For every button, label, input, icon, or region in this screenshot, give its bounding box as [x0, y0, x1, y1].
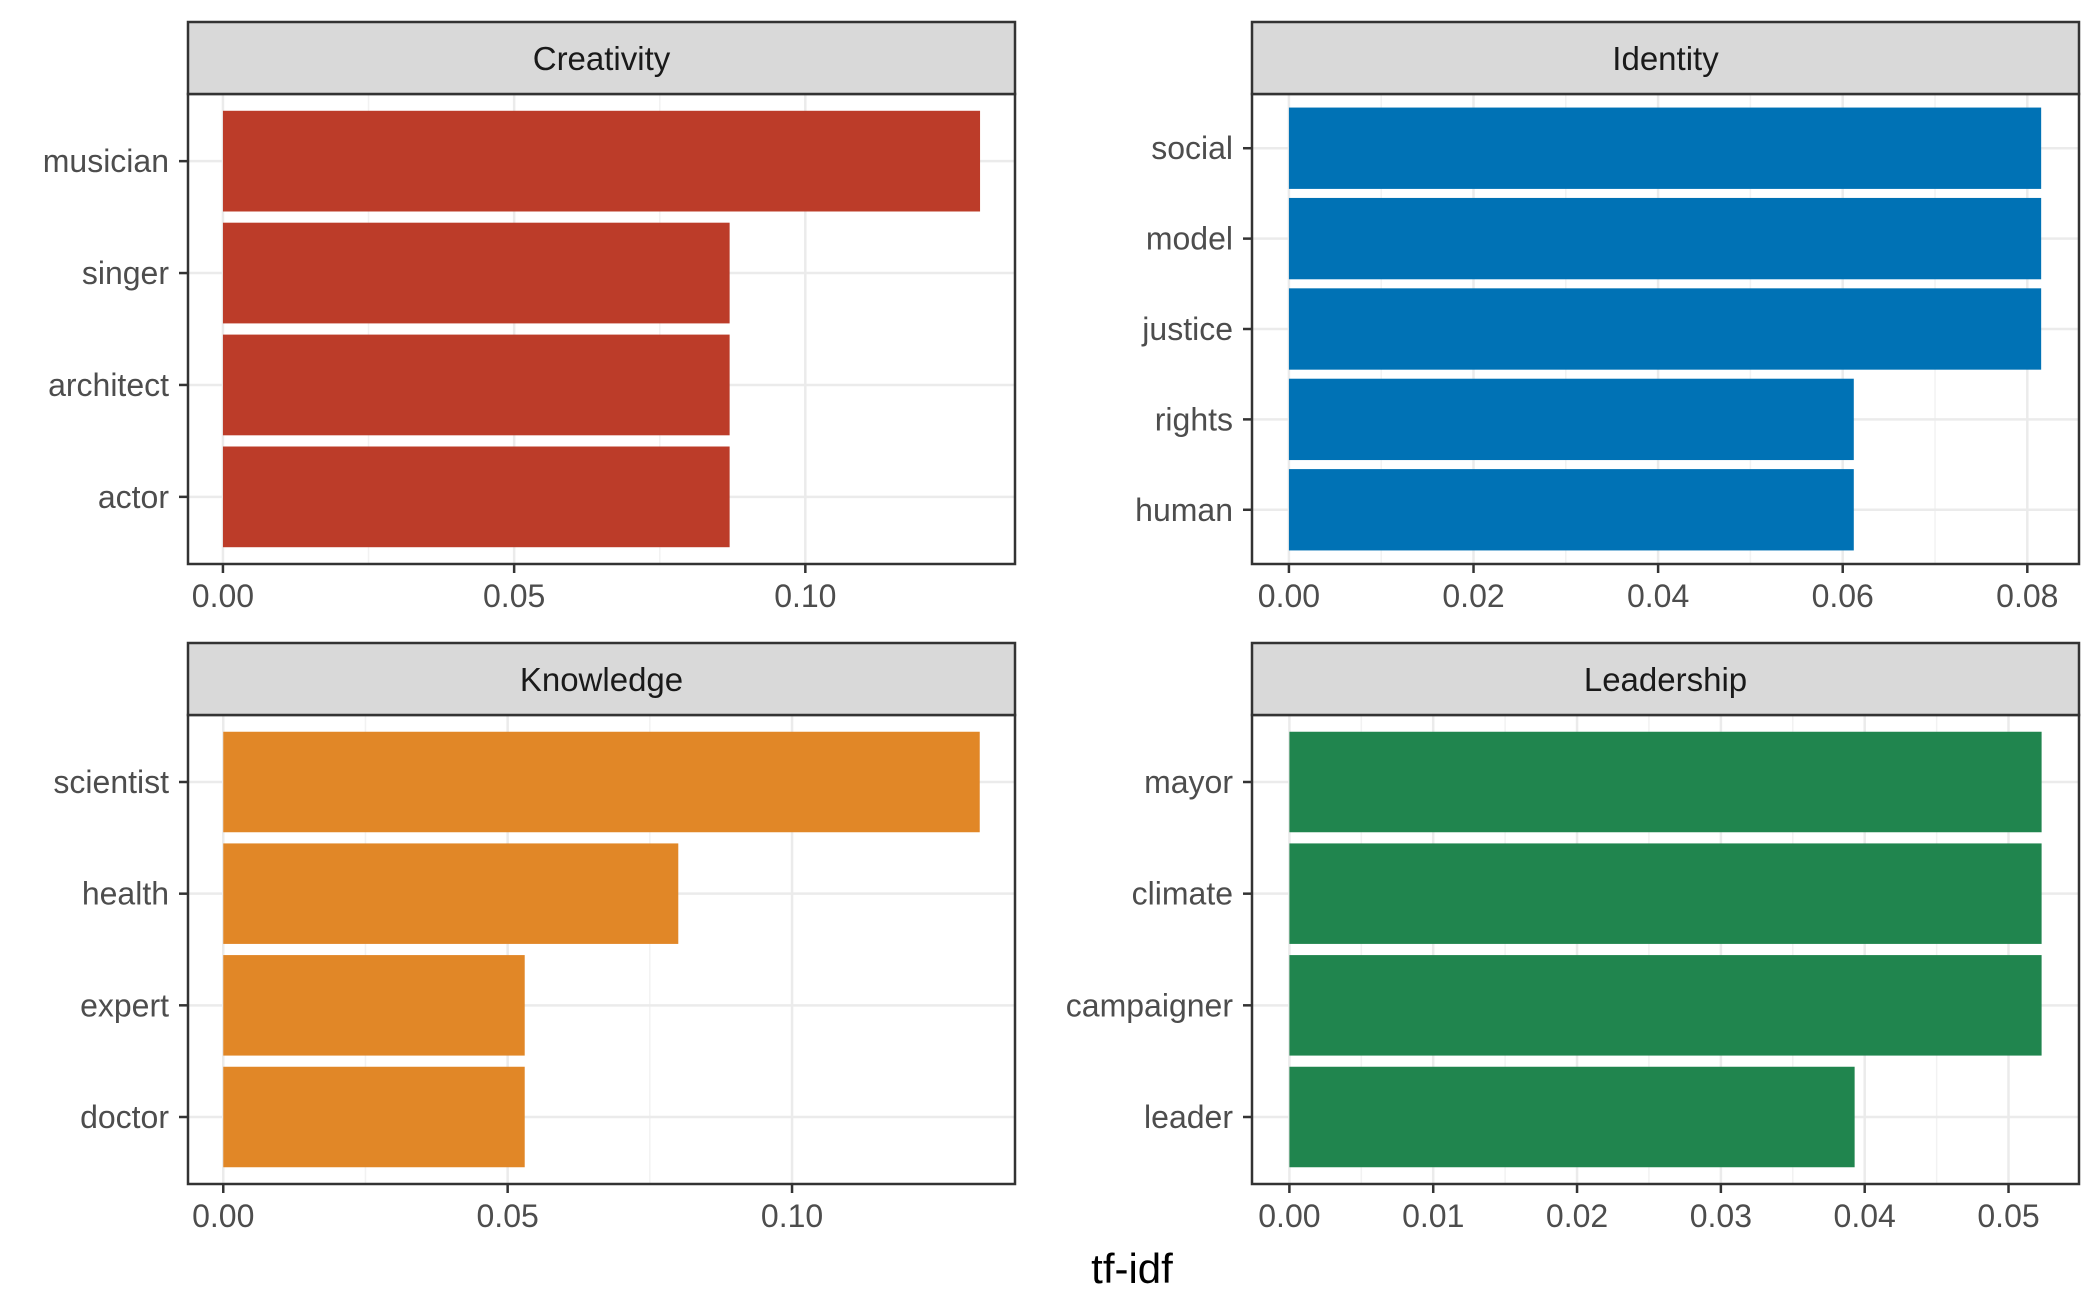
bar-rights [1288, 378, 1854, 461]
y-tick-label: leader [1144, 1099, 1233, 1135]
x-tick-label: 0.05 [483, 578, 545, 614]
x-tick-label: 0.08 [1996, 578, 2058, 614]
bar-doctor [223, 1066, 525, 1168]
y-tick-label: scientist [53, 764, 169, 800]
x-tick-label: 0.02 [1442, 578, 1504, 614]
y-tick-label: architect [48, 367, 169, 403]
y-tick-label: musician [43, 143, 169, 179]
bar-expert [223, 955, 525, 1056]
bar-actor [222, 446, 730, 548]
bar-justice [1288, 288, 2042, 370]
x-tick-label: 0.00 [1258, 1198, 1320, 1234]
panel-identity: Identity social model justice rights human 0.0… [1135, 20, 2081, 614]
x-tick-label: 0.00 [192, 578, 254, 614]
bar-leader [1289, 1066, 1855, 1168]
bar-singer [222, 222, 730, 324]
bar-human [1288, 469, 1854, 551]
panel-knowledge: Knowledge scientist health expert doctor 0.00… [53, 641, 1017, 1234]
facet-title: Knowledge [520, 661, 683, 698]
x-tick-label: 0.03 [1690, 1198, 1752, 1234]
panels-group: Creativity musician singer architect actor 0.… [43, 20, 2081, 1234]
x-tick-label: 0.04 [1834, 1198, 1896, 1234]
x-tick-label: 0.00 [1258, 578, 1320, 614]
panel-leadership: Leadership mayor climate campaigner leader 0.… [1066, 641, 2081, 1234]
panel-creativity: Creativity musician singer architect actor 0.… [43, 20, 1017, 614]
x-tick-label: 0.04 [1627, 578, 1689, 614]
facet-strip [186, 641, 1017, 717]
y-tick-label: singer [82, 255, 170, 291]
y-tick-label: model [1146, 221, 1233, 257]
bar-climate [1289, 843, 2042, 944]
y-tick-label: health [82, 876, 169, 912]
x-tick-label: 0.06 [1812, 578, 1874, 614]
bar-model [1288, 197, 2042, 280]
y-tick-label: mayor [1144, 764, 1233, 800]
bar-health [223, 843, 679, 944]
facet-title: Creativity [533, 40, 671, 77]
x-tick-label: 0.00 [192, 1198, 254, 1234]
bar-campaigner [1289, 955, 2042, 1056]
x-tick-label: 0.01 [1402, 1198, 1464, 1234]
facet-strip [1250, 641, 2081, 717]
bar-mayor [1289, 731, 2042, 833]
y-tick-label: campaigner [1066, 987, 1234, 1023]
y-tick-label: doctor [80, 1099, 169, 1135]
y-tick-label: climate [1132, 876, 1233, 912]
bar-social [1288, 107, 2042, 189]
facet-title: Identity [1612, 40, 1719, 77]
x-axis-title: tf-idf [1091, 1245, 1173, 1292]
bar-scientist [223, 731, 980, 833]
x-tick-label: 0.02 [1546, 1198, 1608, 1234]
bar-architect [222, 334, 730, 436]
y-tick-label: human [1135, 492, 1233, 528]
x-tick-label: 0.10 [774, 578, 836, 614]
x-tick-label: 0.05 [477, 1198, 539, 1234]
x-tick-label: 0.10 [761, 1198, 823, 1234]
y-tick-label: expert [80, 987, 169, 1023]
bar-musician [222, 110, 981, 212]
y-tick-label: actor [98, 479, 169, 515]
facet-title: Leadership [1584, 661, 1747, 698]
y-tick-label: rights [1155, 401, 1233, 437]
y-tick-label: social [1151, 130, 1233, 166]
facet-strip [186, 20, 1017, 96]
y-tick-label: justice [1141, 311, 1233, 347]
facet-strip [1250, 20, 2081, 96]
x-tick-label: 0.05 [1977, 1198, 2039, 1234]
